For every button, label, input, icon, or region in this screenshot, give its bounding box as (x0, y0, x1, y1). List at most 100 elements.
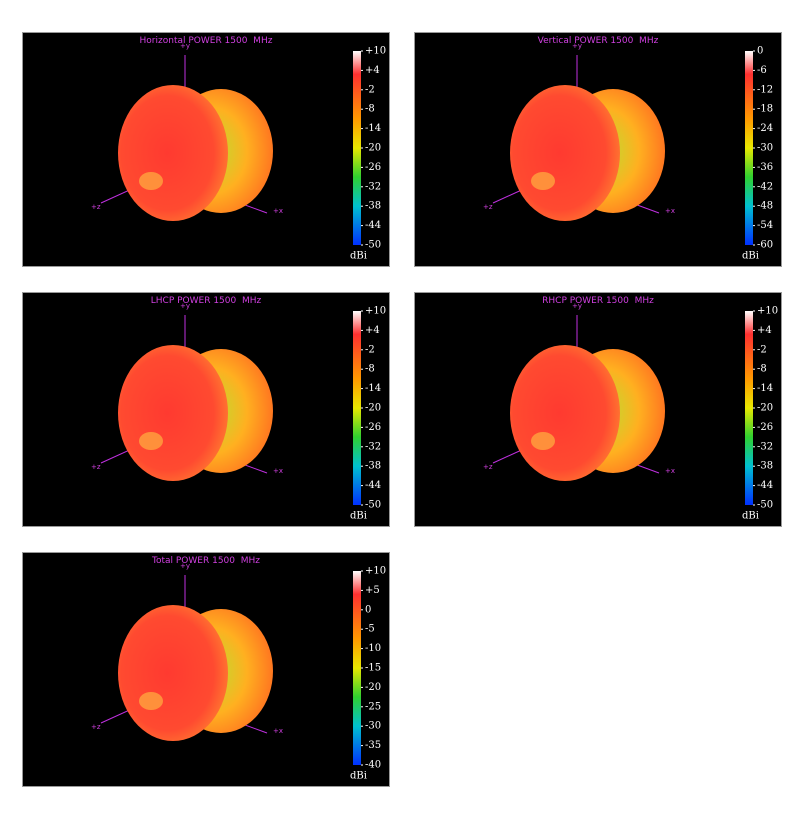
axis-label: +y (180, 302, 190, 310)
axis-label: +x (273, 727, 283, 735)
panel-title: LHCP POWER 1500 MHz (151, 296, 262, 306)
colorbar-tick-label: -8 (365, 104, 375, 115)
colorbar-unit: dBi (742, 251, 759, 262)
axis-label: +z (483, 463, 493, 471)
axis-label: +x (665, 207, 675, 215)
pattern-panel: RHCP POWER 1500 MHz +y +x +z +10 +4 -2 -8 -14 -20… (414, 292, 782, 527)
colorbar-tick-label: -20 (757, 403, 773, 414)
colorbar-tick-label: +10 (365, 566, 386, 577)
colorbar-tick-label: -26 (365, 422, 381, 433)
colorbar-tick-label: -14 (365, 123, 381, 134)
axis-label: +x (665, 467, 675, 475)
pattern-plot: Total POWER 1500 MHz+y +x +z +10 +5 0 -5 -10 -15… (91, 556, 386, 782)
pattern-body (118, 345, 228, 481)
colorbar-tick-label: +10 (365, 306, 386, 317)
colorbar-tick-label: -44 (365, 480, 381, 491)
colorbar-tick-label: -32 (365, 181, 381, 192)
colorbar-tick-label: -36 (757, 162, 773, 173)
panel-title: RHCP POWER 1500 MHz (542, 296, 654, 306)
colorbar-tick-label: -32 (365, 441, 381, 452)
colorbar-tick-label: +5 (365, 585, 380, 596)
axis-label: +z (91, 203, 101, 211)
colorbar-tick-label: -6 (757, 65, 767, 76)
pattern-body (118, 85, 228, 221)
colorbar-tick-label: -14 (365, 383, 381, 394)
pattern-panel: LHCP POWER 1500 MHz +y +x +z +10 +4 -2 -8 -14 -20… (22, 292, 390, 527)
pattern-body (510, 85, 620, 221)
panel-title: Vertical POWER 1500 MHz (538, 36, 659, 46)
colorbar-tick-label: -2 (757, 344, 767, 355)
colorbar-tick-label: -2 (365, 344, 375, 355)
colorbar (353, 571, 361, 765)
panel-title: Total POWER 1500 MHz (151, 556, 260, 566)
colorbar-tick-label: 0 (365, 604, 371, 615)
axis-label: +y (180, 42, 190, 50)
colorbar-tick-label: -26 (365, 162, 381, 173)
colorbar-tick-label: -50 (757, 500, 773, 511)
colorbar-tick-label: -38 (757, 461, 773, 472)
pattern-highlight (531, 432, 555, 450)
colorbar-tick-label: -42 (757, 181, 773, 192)
axis-label: +y (572, 302, 582, 310)
axis-label: +z (483, 203, 493, 211)
axis-label: +y (572, 42, 582, 50)
colorbar-tick-label: +4 (757, 325, 772, 336)
colorbar-tick-label: -24 (757, 123, 773, 134)
pattern-plot: Vertical POWER 1500 MHz+y +x +z 0 -6 -12 -18 -2… (483, 36, 773, 262)
colorbar-tick-label: -20 (365, 682, 381, 693)
colorbar-tick-label: +10 (365, 46, 386, 57)
colorbar-tick-label: -14 (757, 383, 773, 394)
pattern-plot: Horizontal POWER 1500 MHz+y +x +z +10 +4 -2 -8… (91, 36, 386, 262)
colorbar-tick-label: 0 (757, 46, 763, 57)
colorbar (745, 311, 753, 505)
colorbar-tick-label: -26 (757, 422, 773, 433)
colorbar-tick-label: -38 (365, 201, 381, 212)
pattern-panel: Total POWER 1500 MHz +y +x +z +10 +5 0 -5 -10 -15… (22, 552, 390, 787)
panel-title: Horizontal POWER 1500 MHz (140, 36, 273, 46)
pattern-body (510, 345, 620, 481)
colorbar-tick-label: +4 (365, 65, 380, 76)
colorbar-tick-label: +10 (757, 306, 778, 317)
colorbar-tick-label: -2 (365, 84, 375, 95)
colorbar-tick-label: -25 (365, 701, 381, 712)
colorbar-tick-label: -8 (757, 364, 767, 375)
colorbar-tick-label: -38 (365, 461, 381, 472)
colorbar (353, 311, 361, 505)
colorbar-tick-label: -54 (757, 220, 773, 231)
axis-label: +z (91, 463, 101, 471)
colorbar-tick-label: -50 (365, 240, 381, 251)
axis-label: +y (180, 562, 190, 570)
colorbar (353, 51, 361, 245)
colorbar-tick-label: +4 (365, 325, 380, 336)
colorbar-tick-label: -44 (757, 480, 773, 491)
colorbar-tick-label: -30 (365, 721, 381, 732)
colorbar-tick-label: -10 (365, 643, 381, 654)
colorbar (745, 51, 753, 245)
colorbar-tick-label: -32 (757, 441, 773, 452)
colorbar-tick-label: -50 (365, 500, 381, 511)
colorbar-tick-label: -8 (365, 364, 375, 375)
colorbar-unit: dBi (350, 251, 367, 262)
colorbar-tick-label: -5 (365, 624, 375, 635)
colorbar-unit: dBi (350, 511, 367, 522)
colorbar-tick-label: -48 (757, 201, 773, 212)
colorbar-tick-label: -30 (757, 143, 773, 154)
pattern-highlight (139, 692, 163, 710)
colorbar-tick-label: -40 (365, 760, 381, 771)
colorbar-tick-label: -12 (757, 84, 773, 95)
pattern-body (118, 605, 228, 741)
colorbar-tick-label: -15 (365, 663, 381, 674)
colorbar-tick-label: -44 (365, 220, 381, 231)
colorbar-tick-label: -35 (365, 740, 381, 751)
pattern-panel: Horizontal POWER 1500 MHz +y +x +z +10 +4 -2 -8… (22, 32, 390, 267)
colorbar-unit: dBi (350, 771, 367, 782)
pattern-plot: RHCP POWER 1500 MHz+y +x +z +10 +4 -2 -8 -14 -20… (483, 296, 778, 522)
colorbar-tick-label: -18 (757, 104, 773, 115)
colorbar-tick-label: -20 (365, 403, 381, 414)
axis-label: +x (273, 207, 283, 215)
pattern-highlight (139, 432, 163, 450)
colorbar-unit: dBi (742, 511, 759, 522)
pattern-highlight (139, 172, 163, 190)
colorbar-tick-label: -20 (365, 143, 381, 154)
